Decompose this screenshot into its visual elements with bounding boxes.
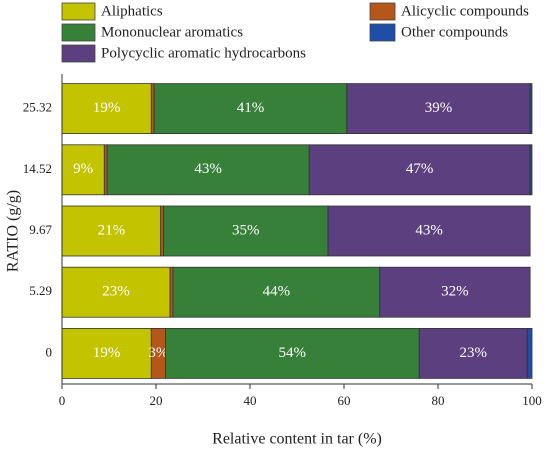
x-tick-label-0: 0 <box>59 393 66 408</box>
legend-swatch-0 <box>61 2 96 21</box>
bar-label-1-3: 47% <box>406 161 434 177</box>
bar-segment-2-3 <box>327 205 531 257</box>
bar-segment-0-1 <box>150 83 155 134</box>
x-tick-label-5: 100 <box>522 393 542 408</box>
bar-segment-1-1 <box>103 144 108 196</box>
bar-segment-0-4 <box>529 83 533 134</box>
x-tick-label-1: 20 <box>150 393 163 408</box>
bar-label-2-3: 43% <box>415 222 443 238</box>
bar-label-1-2: 43% <box>194 161 222 177</box>
bar-label-3-0: 23% <box>102 284 130 300</box>
y-tick-label-3: 5.29 <box>29 283 52 298</box>
bar-segment-2-0 <box>61 205 162 257</box>
legend-label-0: Aliphatics <box>101 3 163 19</box>
bar-label-0-0: 19% <box>93 100 121 116</box>
bar-segment-1-2 <box>106 144 310 196</box>
bar-segment-3-3 <box>379 266 531 318</box>
legend-label-2: Mononuclear aromatics <box>101 24 243 40</box>
x-tick-label-2: 40 <box>244 393 257 408</box>
bar-label-4-3: 23% <box>460 345 488 361</box>
legend-label-1: Alicyclic compounds <box>401 3 529 19</box>
bar-segment-4-2 <box>164 327 420 379</box>
x-tick-label-4: 80 <box>432 393 445 408</box>
bar-label-2-2: 35% <box>232 222 260 238</box>
bar-label-3-2: 44% <box>263 284 291 300</box>
bar-label-4-0: 19% <box>93 345 121 361</box>
legend-swatch-4 <box>369 23 396 42</box>
legend-swatch-1 <box>369 2 396 21</box>
bar-segment-0-2 <box>153 83 348 134</box>
x-axis-title: Relative content in tar (%) <box>212 431 382 448</box>
bar-label-4-2: 54% <box>279 345 307 361</box>
bar-segment-1-4 <box>529 144 533 196</box>
bar-segment-2-2 <box>163 205 329 257</box>
bar-label-2-0: 21% <box>98 222 126 238</box>
bar-label-4-1: 3% <box>148 345 168 361</box>
legend-label-3: Polycyclic aromatic hydrocarbons <box>101 45 306 61</box>
bar-segment-0-0 <box>61 83 152 134</box>
bar-segment-0-3 <box>346 83 531 134</box>
bar-label-0-3: 39% <box>425 100 453 116</box>
bar-label-3-3: 32% <box>441 284 469 300</box>
bar-label-0-2: 41% <box>237 100 265 116</box>
bar-segment-3-1 <box>169 266 174 318</box>
bar-segment-2-1 <box>160 205 164 257</box>
y-tick-label-0: 25.32 <box>23 100 52 115</box>
y-tick-label-2: 9.67 <box>29 222 52 237</box>
x-tick-label-3: 60 <box>338 393 351 408</box>
bar-segment-4-0 <box>61 327 152 379</box>
bar-segment-4-3 <box>418 327 528 379</box>
y-tick-label-1: 14.52 <box>23 161 52 176</box>
legend-label-4: Other compounds <box>401 24 508 40</box>
bar-label-1-0: 9% <box>73 161 93 177</box>
y-axis-title: RATIO (g/g) <box>5 190 22 272</box>
bar-segment-3-0 <box>61 266 171 318</box>
y-tick-label-4: 0 <box>46 344 53 359</box>
legend-swatch-3 <box>61 44 96 63</box>
bar-segment-1-3 <box>308 144 531 196</box>
legend-swatch-2 <box>61 23 96 42</box>
bar-segment-4-4 <box>526 327 533 379</box>
